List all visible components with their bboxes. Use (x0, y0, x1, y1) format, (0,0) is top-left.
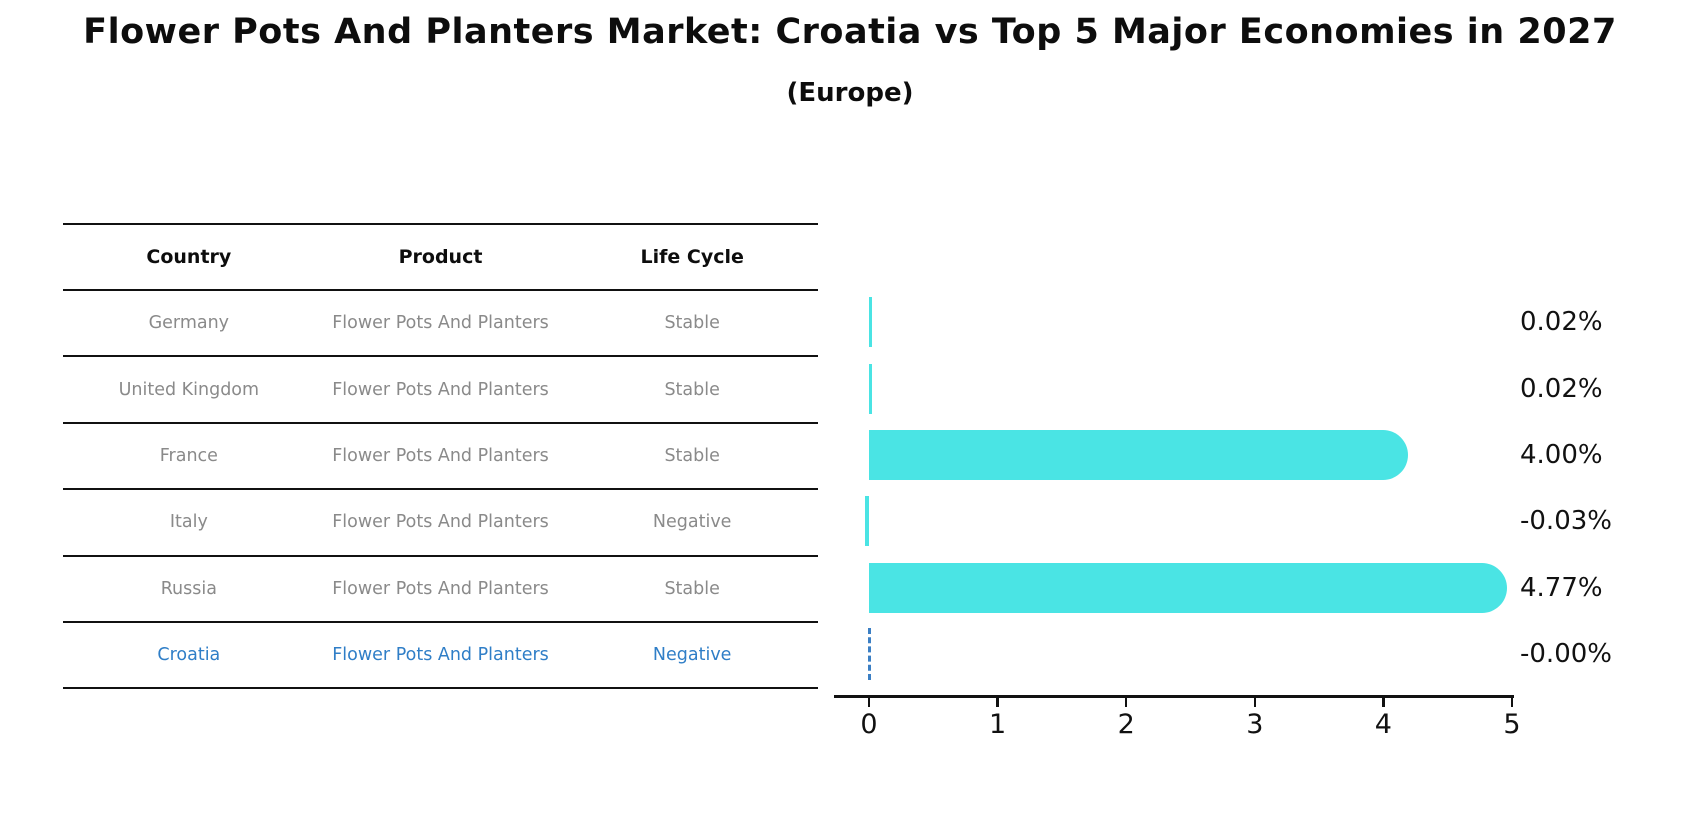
x-axis-tick (1124, 696, 1128, 707)
x-axis-line (834, 695, 1514, 698)
life-cycle-cell: Stable (664, 379, 720, 400)
x-axis-tick (1382, 696, 1385, 707)
product-cell: Flower Pots And Planters (332, 379, 549, 400)
table-row-croatia: Croatia Flower Pots And Planters Negativ… (63, 623, 818, 690)
life-cycle-cell: Stable (664, 445, 720, 466)
table-header-country: Country (146, 246, 232, 268)
country-cell: Croatia (157, 645, 221, 666)
country-cell: Russia (160, 578, 217, 599)
product-cell: Flower Pots And Planters (332, 445, 549, 466)
x-axis-tick (867, 696, 871, 707)
product-cell: Flower Pots And Planters (332, 578, 549, 599)
life-cycle-cell: Stable (664, 578, 720, 599)
value-label-italy: -0.03% (1520, 506, 1612, 537)
table-row-russia: Russia Flower Pots And Planters Stable (63, 557, 818, 623)
value-label-france: 4.00% (1520, 440, 1603, 470)
country-cell: Germany (148, 313, 230, 334)
croatia-zero-marker (867, 628, 871, 681)
bar-russia (869, 562, 1508, 613)
x-axis-tick-label: 1 (989, 709, 1007, 740)
product-cell: Flower Pots And Planters (332, 313, 549, 334)
product-cell: Flower Pots And Planters (332, 512, 549, 533)
life-cycle-cell: Negative (652, 645, 732, 666)
table-header-row: Country Product Life Cycle (63, 225, 818, 291)
table-row-italy: Italy Flower Pots And Planters Negative (63, 490, 818, 557)
x-axis-tick (996, 696, 999, 707)
value-label-croatia: -0.00% (1520, 639, 1612, 670)
x-axis-tick-label: 0 (860, 709, 878, 740)
bar-united-kingdom (869, 363, 872, 414)
table-header-product: Product (398, 246, 483, 268)
country-cell: France (159, 445, 218, 466)
product-cell: Flower Pots And Planters (332, 645, 549, 666)
table-row-germany: Germany Flower Pots And Planters Stable (63, 291, 818, 358)
country-cell: United Kingdom (118, 379, 260, 400)
chart-subtitle: (Europe) (786, 78, 914, 108)
country-cell: Italy (169, 512, 208, 533)
comparison-table: Country Product Life Cycle Germany Flowe… (63, 223, 818, 690)
x-axis-tick-label: 3 (1246, 709, 1264, 740)
x-axis-tick (1253, 696, 1257, 707)
table-row-france: France Flower Pots And Planters Stable (63, 424, 818, 491)
value-label-germany: 0.02% (1520, 307, 1603, 338)
chart-title: Flower Pots And Planters Market: Croatia… (83, 12, 1617, 52)
life-cycle-cell: Negative (652, 512, 732, 533)
x-axis-tick-label: 5 (1503, 709, 1521, 740)
value-label-united-kingdom: 0.02% (1520, 373, 1603, 404)
value-label-russia: 4.77% (1520, 572, 1603, 603)
x-axis-tick (1510, 696, 1514, 707)
x-axis-tick-label: 2 (1117, 709, 1135, 740)
bar-germany (869, 297, 872, 348)
table-row-united-kingdom: United Kingdom Flower Pots And Planters … (63, 357, 818, 424)
life-cycle-cell: Stable (664, 313, 720, 334)
bar-italy (865, 496, 869, 547)
bar-france (869, 430, 1409, 480)
x-axis-tick-label: 4 (1374, 709, 1392, 740)
table-header-life-cycle: Life Cycle (640, 246, 744, 268)
